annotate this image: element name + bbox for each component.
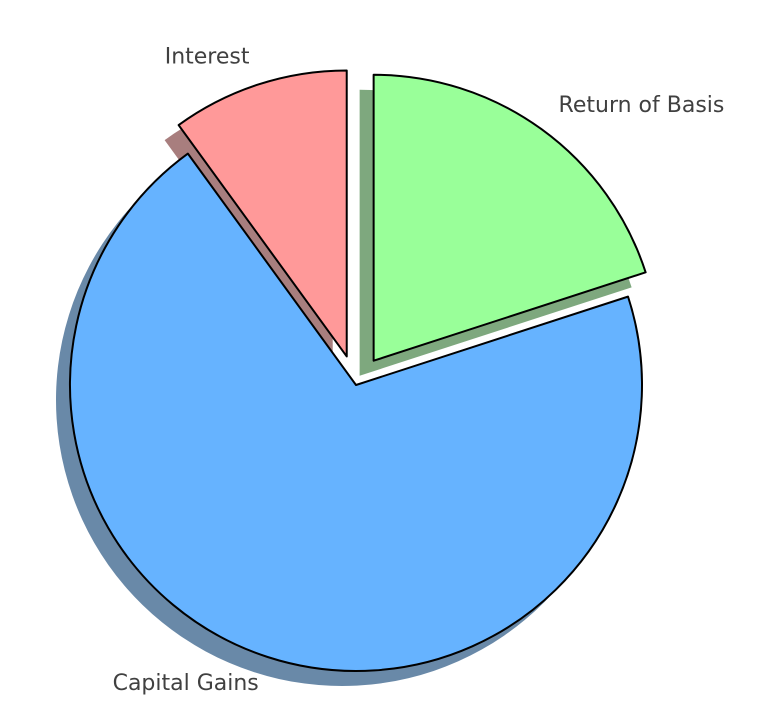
slice-return-of-basis bbox=[372, 73, 647, 362]
slice-label-return-of-basis: Return of Basis bbox=[559, 93, 725, 118]
slice-label-interest: Interest bbox=[165, 44, 250, 69]
slice-interest bbox=[177, 69, 348, 358]
slice-label-capital-gains: Capital Gains bbox=[113, 671, 259, 696]
label-layer: Return of Basis Capital Gains Interest bbox=[113, 44, 725, 696]
slice-capital-gains bbox=[69, 152, 643, 672]
slice-layer bbox=[69, 69, 647, 672]
